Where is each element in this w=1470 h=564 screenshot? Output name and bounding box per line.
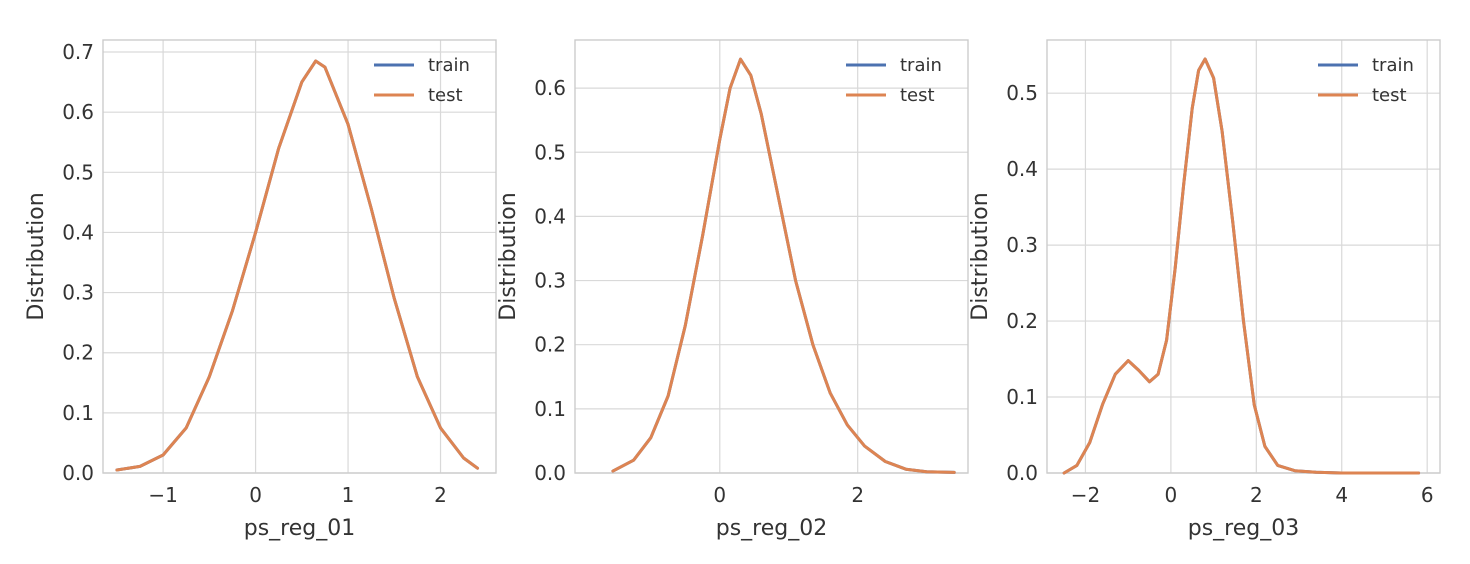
y-tick-label: 0.4 xyxy=(62,220,94,244)
plot-frame xyxy=(1046,39,1441,474)
x-tick-label: 2 xyxy=(851,483,864,507)
legend: train test xyxy=(1318,55,1414,106)
y-tick-label: 0.0 xyxy=(534,461,566,485)
legend: train test xyxy=(846,55,942,106)
x-tick-label: 0 xyxy=(1165,483,1178,507)
x-axis-label: ps_reg_03 xyxy=(1188,516,1299,541)
y-tick-label: 0.7 xyxy=(62,40,94,64)
x-tick-label: 2 xyxy=(1250,483,1263,507)
subplot-ps-reg-01: 0.0 0.1 0.2 0.3 0.4 0.5 0.6 0.7 −1 0 1 2 ps_reg_01 Di… xyxy=(24,39,497,541)
legend-label-test: test xyxy=(900,85,935,106)
x-axis-label: ps_reg_01 xyxy=(244,516,355,541)
y-tick-label: 0.3 xyxy=(62,281,94,305)
series-line-test xyxy=(1062,57,1421,475)
series-line-train xyxy=(1062,57,1421,475)
plot-frame xyxy=(102,39,497,474)
series-line-test xyxy=(611,57,956,474)
y-tick-label: 0.3 xyxy=(534,269,566,293)
subplot-ps-reg-03: 0.0 0.1 0.2 0.3 0.4 0.5 −2 0 2 4 6 ps_reg_03 Distrib… xyxy=(968,39,1441,541)
y-tick-label: 0.1 xyxy=(62,401,94,425)
x-axis-label: ps_reg_02 xyxy=(716,516,827,541)
y-tick-label: 0.5 xyxy=(62,160,94,184)
y-axis-label: Distribution xyxy=(24,192,49,320)
x-tick-label: 2 xyxy=(434,483,447,507)
y-tick-label: 0.6 xyxy=(62,100,94,124)
y-tick-label: 0.2 xyxy=(1006,309,1038,333)
y-tick-label: 0.4 xyxy=(1006,157,1038,181)
plot-frame xyxy=(574,39,969,474)
legend-label-train: train xyxy=(1372,55,1414,76)
x-tick-label: 0 xyxy=(249,483,262,507)
y-tick-label: 0.5 xyxy=(534,140,566,164)
legend: train test xyxy=(374,55,470,106)
legend-label-test: test xyxy=(1372,85,1407,106)
y-tick-label: 0.2 xyxy=(62,341,94,365)
y-tick-label: 0.4 xyxy=(534,204,566,228)
y-tick-label: 0.5 xyxy=(1006,81,1038,105)
x-tick-label: −2 xyxy=(1071,483,1100,507)
x-tick-label: 4 xyxy=(1335,483,1348,507)
legend-label-train: train xyxy=(428,55,470,76)
series-line-train xyxy=(611,57,956,474)
subplot-ps-reg-02: 0.0 0.1 0.2 0.3 0.4 0.5 0.6 0 2 ps_reg_02 Distribu… xyxy=(496,39,969,541)
y-tick-label: 0.0 xyxy=(62,461,94,485)
series-line-test xyxy=(115,59,479,472)
legend-label-test: test xyxy=(428,85,463,106)
y-tick-label: 0.3 xyxy=(1006,233,1038,257)
y-axis-label: Distribution xyxy=(968,192,993,320)
y-tick-label: 0.1 xyxy=(1006,385,1038,409)
legend-label-train: train xyxy=(900,55,942,76)
series-line-train xyxy=(115,59,479,472)
y-tick-label: 0.6 xyxy=(534,76,566,100)
y-tick-label: 0.2 xyxy=(534,333,566,357)
y-tick-label: 0.1 xyxy=(534,397,566,421)
x-tick-label: 1 xyxy=(342,483,355,507)
x-tick-label: 0 xyxy=(713,483,726,507)
x-tick-label: −1 xyxy=(148,483,177,507)
y-axis-label: Distribution xyxy=(496,192,521,320)
x-tick-label: 6 xyxy=(1421,483,1434,507)
y-tick-label: 0.0 xyxy=(1006,461,1038,485)
